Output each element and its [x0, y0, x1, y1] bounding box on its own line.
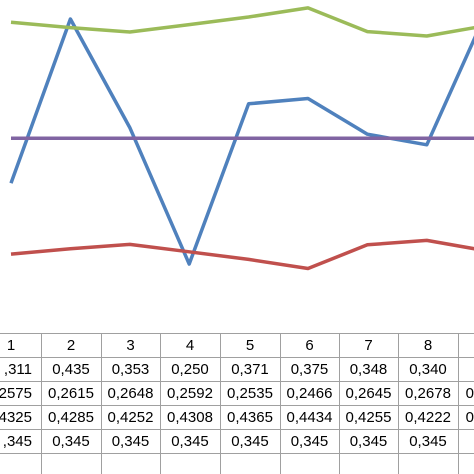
series-line-1	[9, 17, 474, 266]
data-table: 1 2 3 4 5 6 7 8,311 0,435 0,353 0,250 0,371 0,375 0,3…	[0, 333, 474, 474]
table-cell: 0,2648	[108, 385, 154, 402]
table-cell: 6	[305, 337, 313, 354]
table-cell: 4325	[0, 409, 32, 426]
series-line-3	[10, 6, 474, 38]
table-cell: 2575	[0, 385, 32, 402]
table-cell: 0,435	[52, 361, 90, 378]
table-cell: 7	[364, 337, 372, 354]
table-cell: 0,345	[231, 433, 269, 450]
table-cell: 0,345	[171, 433, 209, 450]
table-cell: 0,4365	[227, 409, 273, 426]
table-cell: 0,348	[350, 361, 388, 378]
table-cell: 0,340	[409, 361, 447, 378]
table-cell: 0,371	[231, 361, 269, 378]
plot-area	[9, 6, 474, 271]
table-cell: 0,375	[291, 361, 329, 378]
table-cell: 0,4255	[346, 409, 392, 426]
table-cell: 3	[126, 337, 134, 354]
table-cell: 2	[67, 337, 75, 354]
table-cell: 0,2678	[405, 385, 451, 402]
table-cell: 0,2466	[287, 385, 333, 402]
table-cell: 0,4222	[405, 409, 451, 426]
table-cell: 0,2615	[48, 385, 94, 402]
table-cell: 0,2535	[227, 385, 273, 402]
table-cell: 8	[424, 337, 432, 354]
table-cell: 0,345	[52, 433, 90, 450]
table-cell: 0,345	[409, 433, 447, 450]
table-cell: 0,353	[112, 361, 150, 378]
table-cell: 0,4285	[48, 409, 94, 426]
table-cell: 0	[466, 385, 474, 402]
series-line-2	[10, 238, 474, 271]
table-cell: 0,250	[171, 361, 209, 378]
table-cell: ,345	[3, 433, 32, 450]
table-cell: 0,4434	[287, 409, 333, 426]
table-cell: 1	[7, 337, 15, 354]
table-cell: ,311	[4, 361, 32, 378]
table-cell: 0	[466, 409, 474, 426]
table-cell: 0,345	[112, 433, 150, 450]
table-cell: 4	[186, 337, 194, 354]
table-cell: 0,345	[291, 433, 329, 450]
table-cell: 0,2645	[346, 385, 392, 402]
table-cell: 5	[246, 337, 254, 354]
table-cell: 0,345	[350, 433, 388, 450]
table-cell: 0,4252	[108, 409, 154, 426]
table-cell: 0,2592	[167, 385, 213, 402]
table-cell: 0,4308	[167, 409, 213, 426]
